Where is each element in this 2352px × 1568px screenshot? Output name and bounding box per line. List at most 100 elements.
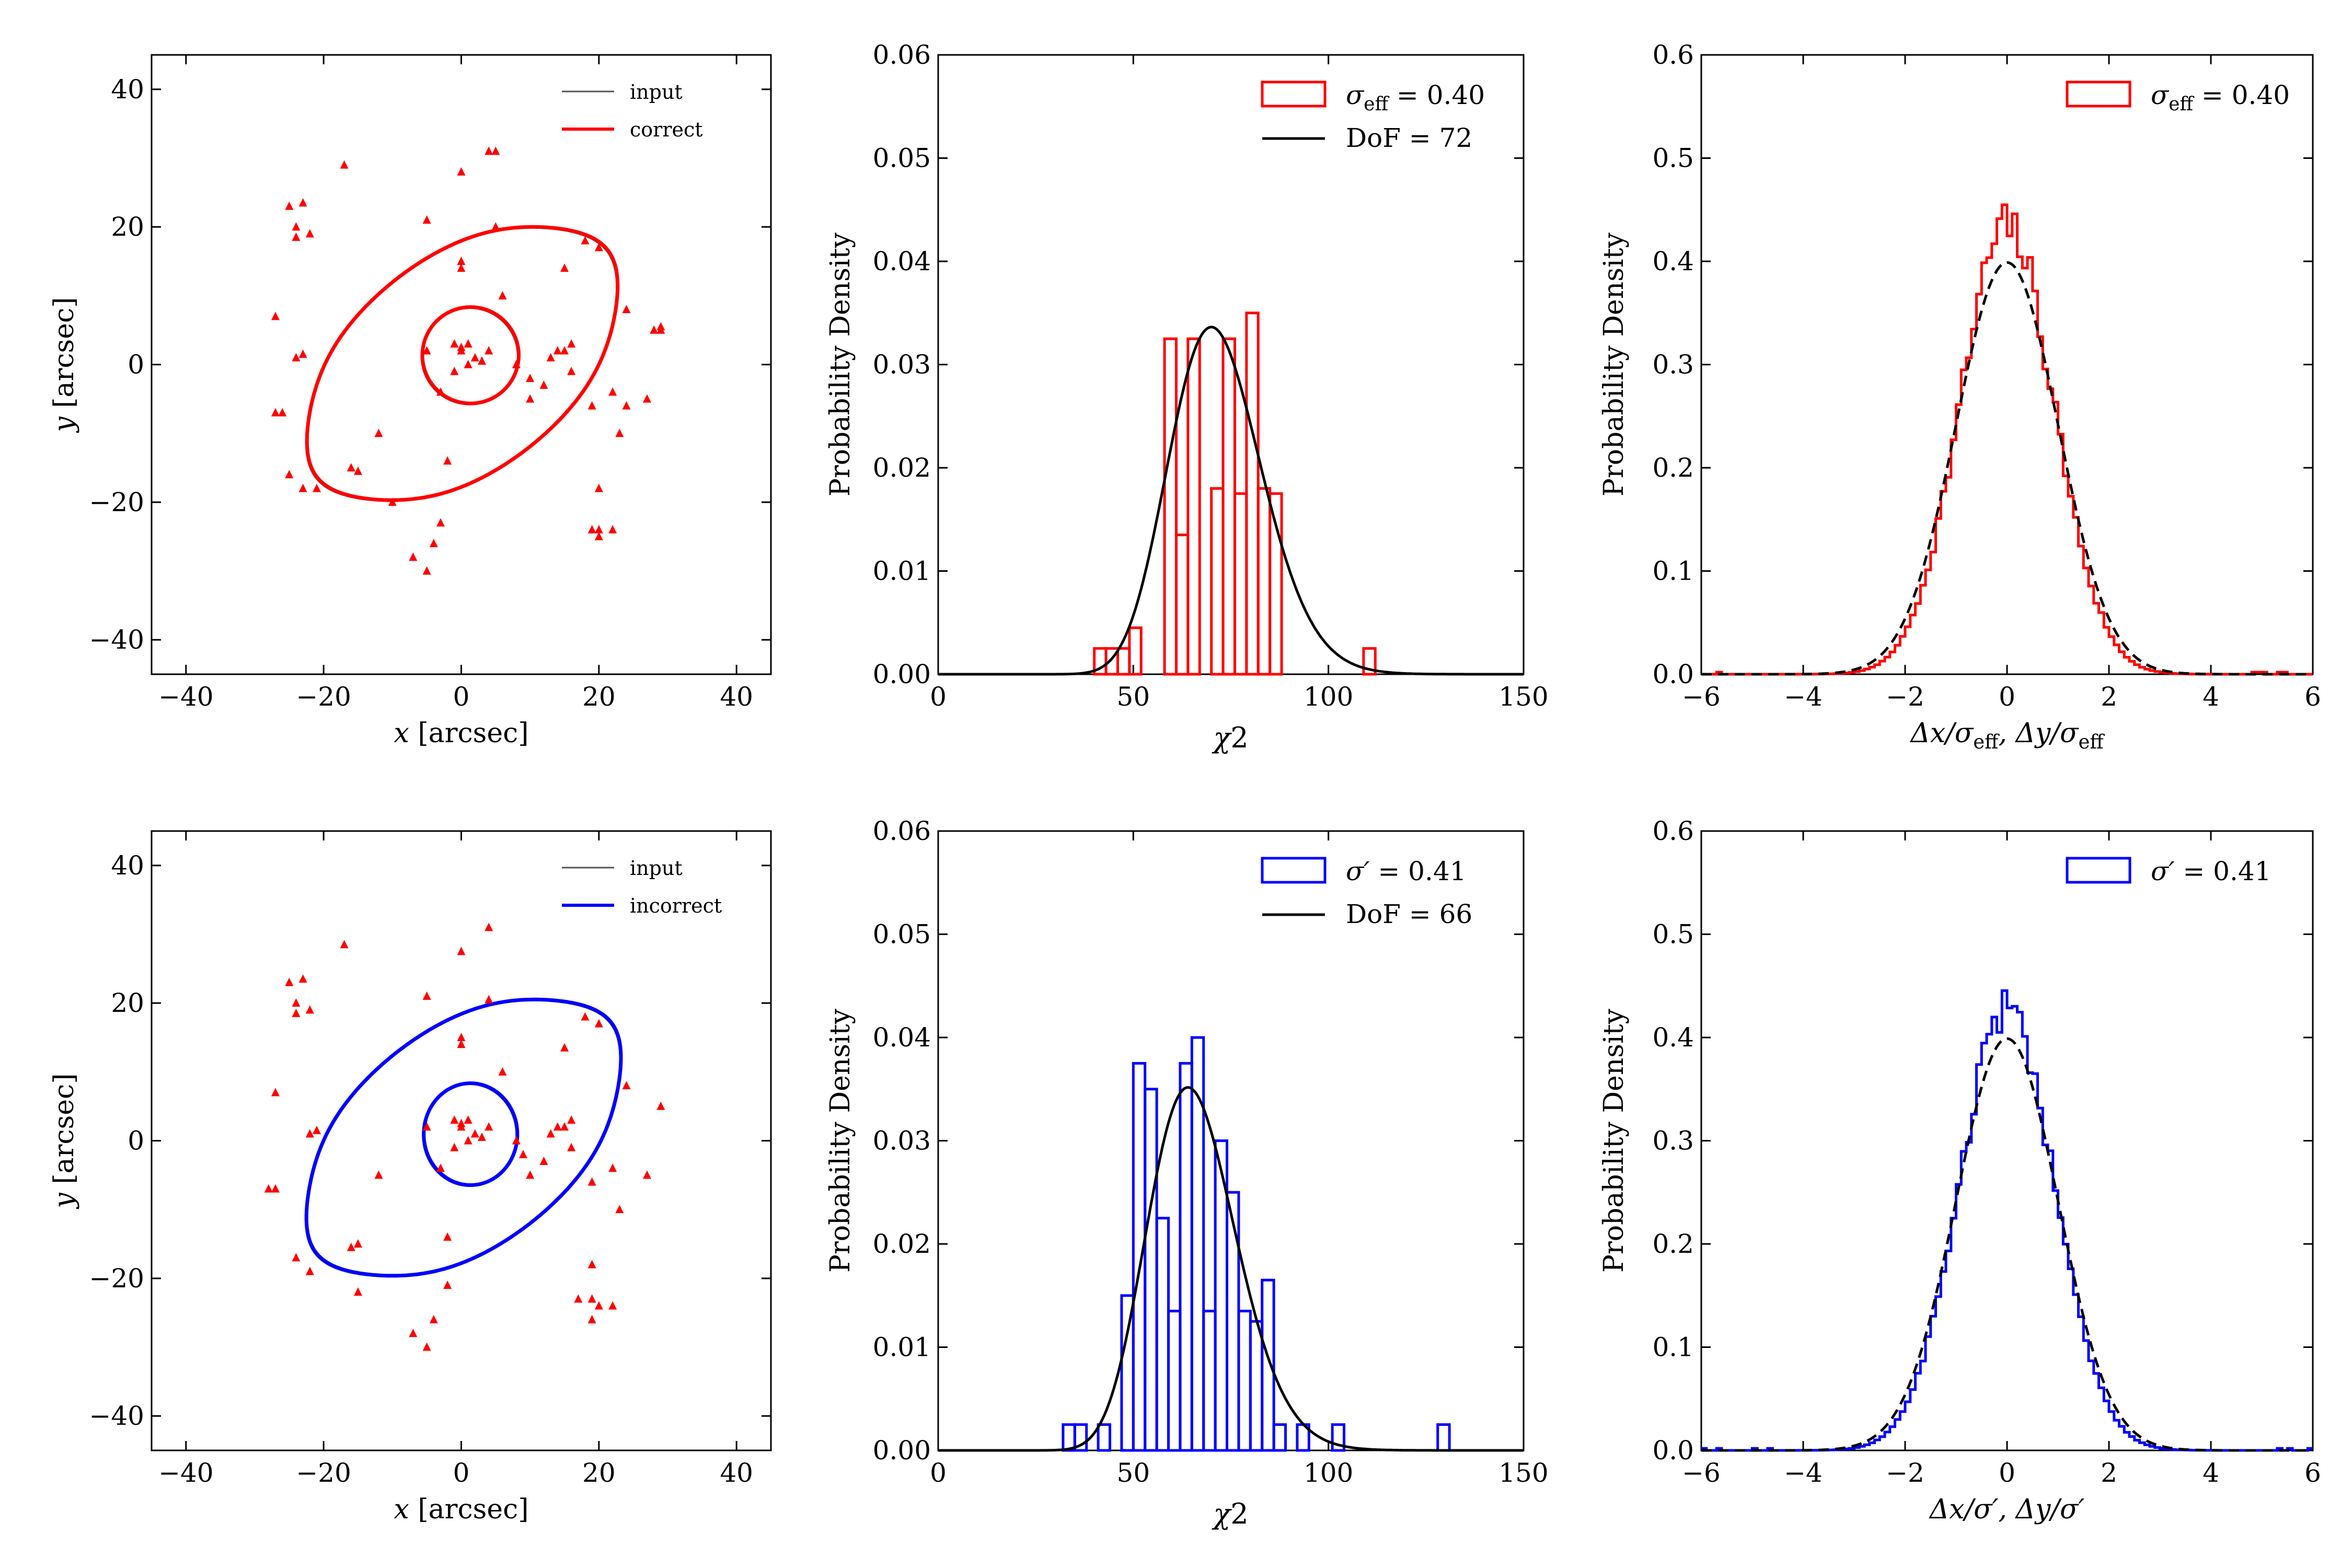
image-point: [608, 525, 617, 534]
image-point: [285, 201, 294, 210]
image-point: [546, 1129, 555, 1138]
histogram-bar: [1163, 337, 1178, 676]
y-tick-label: 0.0: [1652, 659, 1694, 689]
image-point: [457, 947, 466, 955]
image-point: [622, 305, 631, 314]
image-point: [429, 538, 438, 547]
y-tick-label: 0.06: [873, 816, 931, 846]
y-tick-label: −20: [89, 1263, 144, 1294]
image-point: [422, 215, 431, 224]
image-point: [354, 1287, 362, 1296]
histogram-bar: [1202, 1309, 1217, 1452]
histogram-bar: [1362, 647, 1377, 676]
image-point: [470, 353, 479, 362]
image-point: [313, 483, 321, 492]
image-point: [567, 1115, 576, 1124]
legend-label-hist: σeff = 0.40: [2151, 80, 2290, 115]
image-point: [443, 1232, 452, 1241]
axes-frame: [151, 54, 772, 675]
image-point: [594, 243, 603, 251]
image-point: [485, 995, 493, 1004]
axes-frame: [1700, 54, 2314, 675]
y-tick-label: 0.2: [1652, 453, 1694, 483]
image-point: [526, 394, 535, 403]
image-point: [457, 342, 466, 351]
y-tick-label: 0.3: [1652, 1126, 1694, 1156]
panel-map-correct: −40 −20 0 20 40 −40 −20 0 20 40 input correct x [arc…: [49, 54, 772, 749]
image-point: [422, 1122, 431, 1131]
image-point: [422, 1342, 431, 1351]
y-tick-label: 0: [128, 350, 144, 380]
histogram-bar: [1073, 1423, 1088, 1452]
histogram-bar: [1186, 337, 1201, 676]
legend-label-hist-part: σ′: [1346, 856, 1370, 886]
image-point: [429, 1315, 438, 1323]
image-point: [450, 1115, 459, 1124]
image-point: [546, 353, 555, 362]
image-point: [608, 387, 617, 396]
x-axis-label-part: x: [394, 1494, 409, 1525]
image-point: [526, 1170, 535, 1179]
image-point: [313, 1125, 321, 1134]
image-point: [422, 991, 431, 1000]
x-tick-label: −2: [1886, 682, 1924, 712]
image-point: [594, 525, 603, 534]
histogram-bar: [1128, 626, 1143, 676]
image-point: [622, 401, 631, 410]
image-point: [512, 1136, 521, 1145]
histogram-bar: [1132, 1062, 1147, 1452]
image-point: [457, 263, 466, 272]
y-tick-label: 0.2: [1652, 1229, 1694, 1259]
image-point: [615, 429, 624, 437]
x-tick-label: 150: [1498, 682, 1548, 712]
histogram-bar: [1331, 1423, 1346, 1452]
image-point: [567, 366, 576, 375]
image-point: [292, 1008, 301, 1017]
image-point: [450, 1143, 459, 1151]
x-tick-label: −4: [1784, 1458, 1823, 1488]
image-point: [264, 1184, 273, 1193]
image-point: [560, 346, 569, 355]
image-point: [443, 1281, 452, 1289]
image-point: [567, 1143, 576, 1151]
y-tick-label: 0.6: [1652, 40, 1694, 70]
image-point: [436, 518, 445, 527]
image-point: [271, 1088, 280, 1097]
x-tick-label: 50: [1117, 1458, 1150, 1488]
x-axis-label-part: χ: [1211, 721, 1232, 754]
x-tick-label: −40: [158, 1458, 214, 1488]
x-tick-label: 100: [1304, 682, 1353, 712]
histogram-bar: [1210, 487, 1225, 676]
image-point: [478, 356, 486, 365]
image-point: [305, 1129, 314, 1138]
y-tick-label: 0.05: [873, 143, 931, 174]
legend-label-hist-part: eff: [1364, 94, 1389, 115]
x-tick-label: 0: [1999, 682, 2015, 712]
y-axis-label: Probability Density: [825, 232, 856, 497]
image-point: [587, 1260, 596, 1269]
image-point: [560, 1122, 569, 1131]
y-tick-label: 40: [111, 850, 144, 881]
legend-label-hist-part: = 0.41: [1369, 856, 1466, 886]
image-point: [491, 222, 500, 231]
image-point: [298, 974, 307, 983]
x-tick-label: −6: [1682, 682, 1721, 712]
y-tick-label: 0.01: [873, 556, 931, 586]
image-point: [491, 146, 500, 155]
image-point: [581, 236, 590, 245]
y-tick-label: 0.1: [1652, 556, 1694, 586]
y-tick-label: 0.06: [873, 40, 931, 70]
x-tick-label: 40: [720, 682, 753, 712]
image-point: [587, 1177, 596, 1186]
critical-outer: [304, 997, 623, 1278]
image-point: [422, 346, 431, 355]
legend-label-hist-part: = 0.40: [2193, 80, 2290, 110]
image-point: [354, 1239, 362, 1248]
x-tick-label: 0: [930, 1458, 947, 1488]
legend-label-pdf: DoF = 66: [1346, 899, 1472, 929]
histogram-bar: [1237, 1309, 1252, 1452]
image-point: [374, 1170, 383, 1179]
x-axis-label-part: 2: [1230, 721, 1248, 754]
image-point: [553, 346, 562, 355]
